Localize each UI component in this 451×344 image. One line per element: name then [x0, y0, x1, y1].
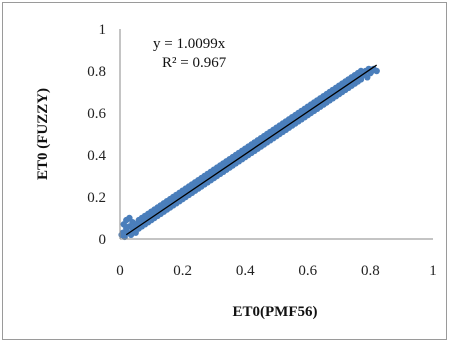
- y-tick-label: 1: [99, 22, 107, 38]
- x-tick-label: 0: [116, 263, 124, 279]
- x-axis-title: ET0(PMF56): [233, 304, 318, 320]
- scatter-chart: 0 0.2 0.4 0.6 0.8 1 0 0.2 0.4 0.6 0.8 1 y = 1.0099…: [35, 22, 437, 320]
- x-tick-label: 0.2: [173, 263, 192, 279]
- x-tick-label: 0.6: [298, 263, 317, 279]
- y-tick-label: 0.4: [87, 148, 106, 164]
- x-tick-label: 0.8: [361, 263, 380, 279]
- r-squared-label: R² = 0.967: [162, 55, 227, 71]
- data-points: [118, 65, 380, 241]
- x-tick-label: 0.4: [236, 263, 255, 279]
- y-tick-labels: 0 0.2 0.4 0.6 0.8 1: [87, 22, 106, 248]
- y-tick-label: 0.8: [87, 64, 106, 80]
- trendline: [125, 64, 378, 236]
- x-tick-label: 1: [429, 263, 437, 279]
- y-axis-title: ET0 (FUZZY): [35, 88, 51, 180]
- y-tick-label: 0.6: [87, 106, 106, 122]
- data-point-239: [373, 67, 380, 75]
- y-tick-label: 0.2: [87, 190, 106, 206]
- y-tick-label: 0: [99, 232, 107, 248]
- x-tick-labels: 0 0.2 0.4 0.6 0.8 1: [116, 263, 437, 279]
- chart-frame: 0 0.2 0.4 0.6 0.8 1 0 0.2 0.4 0.6 0.8 1 y = 1.0099…: [2, 2, 447, 340]
- trendline-equation: y = 1.0099x: [153, 36, 226, 52]
